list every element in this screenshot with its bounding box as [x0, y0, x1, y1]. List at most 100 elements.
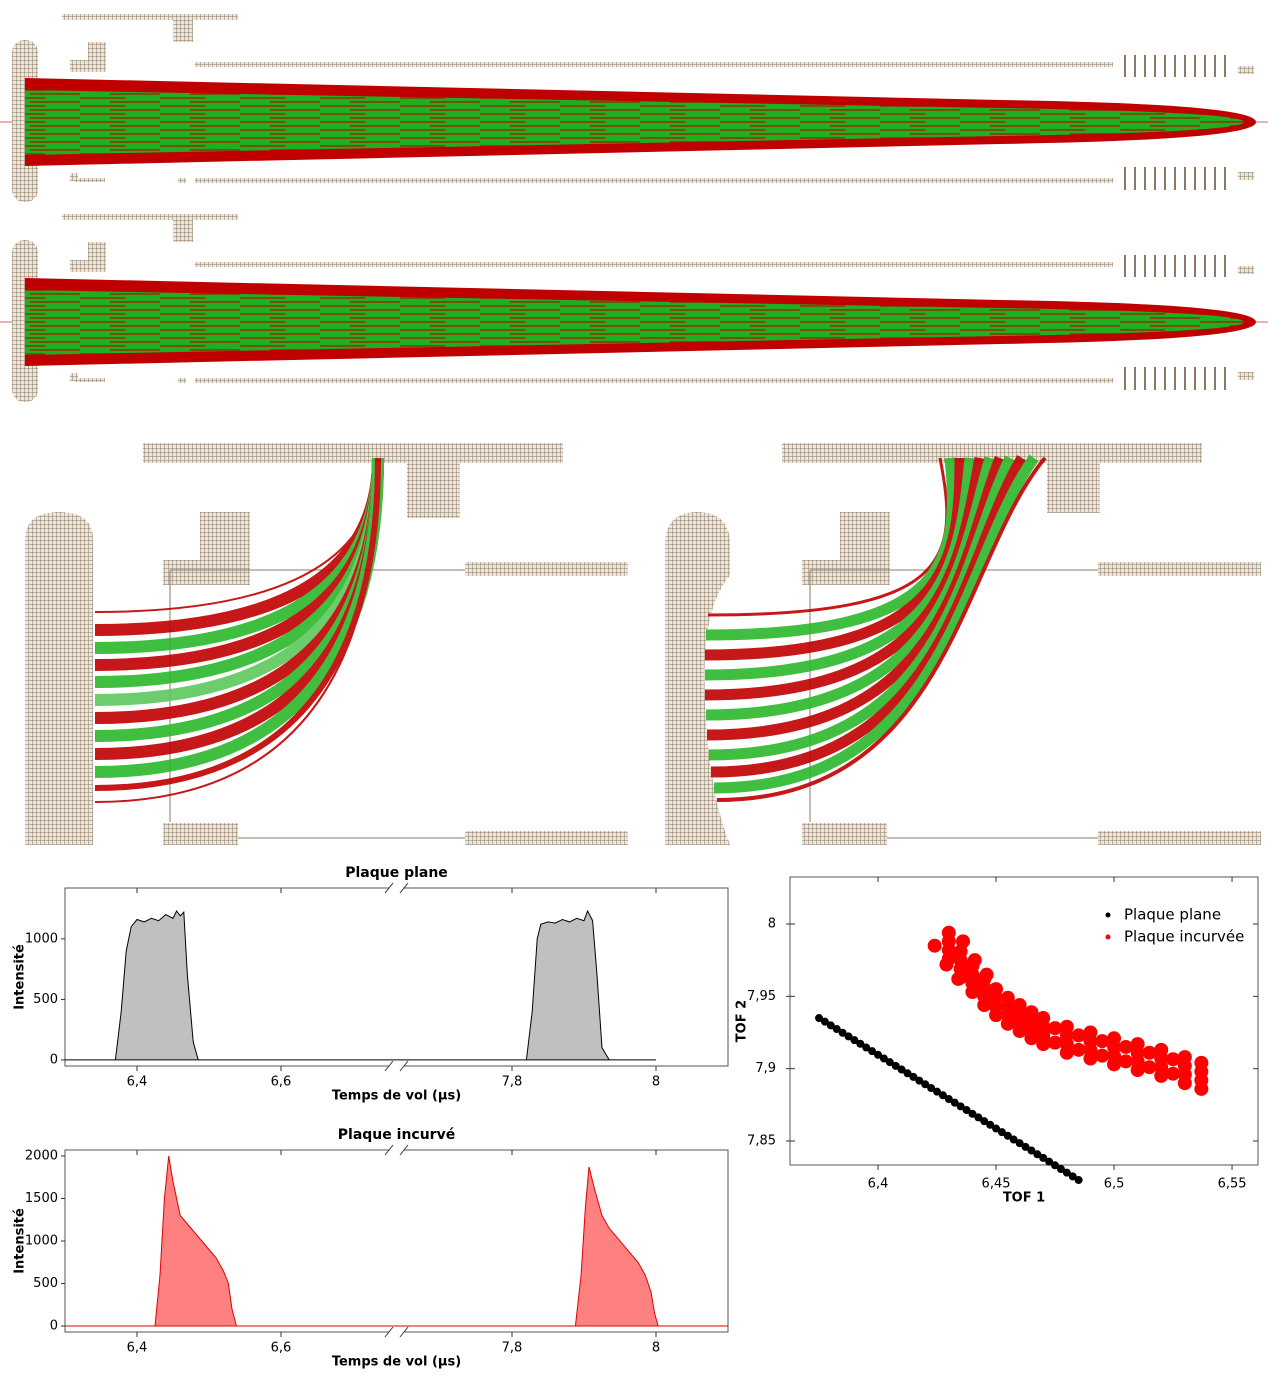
y-axis-label: Intensité: [13, 944, 28, 1010]
x-tick-label: 6,4: [868, 1177, 889, 1192]
scatter-point: [1009, 1135, 1018, 1144]
scatter-point: [856, 1039, 865, 1048]
histogram-area: [65, 1155, 728, 1327]
scatter-point: [826, 1021, 835, 1030]
axis-break-gap: [389, 886, 404, 890]
scatter-point: [874, 1050, 883, 1059]
scatter-point: [1015, 1139, 1024, 1148]
scatter-point: [915, 1076, 924, 1085]
scatter-point: [1166, 1052, 1181, 1067]
scatter-point: [903, 1069, 912, 1078]
scatter-point: [939, 957, 954, 972]
scatter-point: [1177, 1050, 1192, 1065]
histogram-area: [65, 909, 656, 1061]
axis-break-gap: [389, 1064, 404, 1068]
scatter-point: [955, 934, 970, 949]
scatter-point: [956, 1102, 965, 1111]
scatter-point: [1130, 1037, 1145, 1052]
scatter-point: [979, 967, 994, 982]
x-axis-label: TOF 1: [1003, 1191, 1045, 1206]
simulation-view: [0, 14, 1268, 202]
legend-label: Plaque plane: [1124, 906, 1221, 924]
scatter-point: [941, 925, 956, 940]
x-tick-label: 6,6: [271, 1075, 292, 1090]
scatter-point: [838, 1028, 847, 1037]
legend-label: Plaque incurvée: [1124, 928, 1244, 946]
legend-marker: [1105, 912, 1111, 918]
x-tick-label: 8: [652, 1341, 660, 1356]
x-axis-label: Temps de vol (µs): [332, 1089, 461, 1104]
y-tick-label: 0: [50, 1052, 58, 1067]
y-tick-label: 1000: [25, 931, 58, 946]
scatter-point: [879, 1054, 888, 1063]
scatter-point: [815, 1014, 824, 1023]
x-tick-label: 6,45: [982, 1177, 1011, 1192]
x-tick-label: 6,4: [127, 1075, 148, 1090]
simulation-view: [0, 213, 1268, 403]
scatter-point: [1107, 1031, 1122, 1046]
scatter-point: [1045, 1157, 1054, 1166]
x-tick-label: 6,4: [127, 1341, 148, 1356]
y-axis-label: TOF 2: [735, 1000, 750, 1042]
simulation-zoom: [665, 443, 1261, 845]
scatter-point: [986, 1120, 995, 1129]
scatter-point: [1000, 990, 1015, 1005]
scatter-point: [1142, 1045, 1157, 1060]
axis-break: [384, 1326, 394, 1338]
scatter-point: [1048, 1021, 1063, 1036]
scatter-point: [980, 1117, 989, 1126]
axis-break: [399, 1326, 409, 1338]
scatter-point: [1095, 1048, 1110, 1063]
x-axis-label: Temps de vol (µs): [332, 1355, 461, 1370]
scatter-point: [844, 1032, 853, 1041]
y-tick-label: 2000: [25, 1148, 58, 1163]
y-tick-label: 0: [50, 1319, 58, 1334]
scatter-point: [862, 1043, 871, 1052]
x-tick-label: 6,6: [271, 1341, 292, 1356]
scatter-point: [944, 1095, 953, 1104]
scatter-point: [1039, 1153, 1048, 1162]
x-tick-label: 6,5: [1104, 1177, 1125, 1192]
scatter-point: [1024, 1005, 1039, 1020]
y-tick-label: 8: [768, 917, 776, 932]
scatter-point: [951, 971, 966, 986]
scatter-point: [832, 1025, 841, 1034]
scatter-point: [1071, 1028, 1086, 1043]
scatter-point: [950, 1098, 959, 1107]
scatter-point: [897, 1065, 906, 1074]
scatter-point: [968, 1109, 977, 1118]
scatter-point: [989, 982, 1004, 997]
scatter-point: [1166, 1066, 1181, 1081]
scatter-point: [967, 953, 982, 968]
y-tick-label: 1000: [25, 1234, 58, 1249]
y-tick-label: 1500: [25, 1191, 58, 1206]
y-tick-label: 500: [33, 992, 58, 1007]
scatter-point: [997, 1128, 1006, 1137]
scatter-point: [1154, 1042, 1169, 1057]
scatter-point: [1048, 1035, 1063, 1050]
axis-break: [384, 1060, 394, 1072]
y-tick-label: 7,85: [747, 1133, 776, 1148]
scatter-point: [1036, 1011, 1051, 1026]
scatter-point: [1118, 1039, 1133, 1054]
x-tick-label: 6,55: [1218, 1177, 1247, 1192]
scatter-point: [938, 1091, 947, 1100]
axis-break: [384, 882, 394, 894]
scatter-point: [962, 1106, 971, 1115]
axis-break: [399, 1144, 409, 1156]
axis-break: [399, 1060, 409, 1072]
axis-break: [384, 1144, 394, 1156]
scatter-point: [921, 1080, 930, 1089]
scatter-point: [1095, 1034, 1110, 1049]
scatter-point: [1027, 1146, 1036, 1155]
axis-break: [399, 882, 409, 894]
scatter-point: [1051, 1161, 1060, 1170]
x-tick-label: 8: [652, 1075, 660, 1090]
scatter-point: [927, 1084, 936, 1093]
scatter-point: [850, 1036, 859, 1045]
x-tick-label: 7,8: [502, 1075, 523, 1090]
scatter-point: [992, 1124, 1001, 1133]
scatter-point: [933, 1087, 942, 1096]
y-tick-label: 500: [33, 1276, 58, 1291]
